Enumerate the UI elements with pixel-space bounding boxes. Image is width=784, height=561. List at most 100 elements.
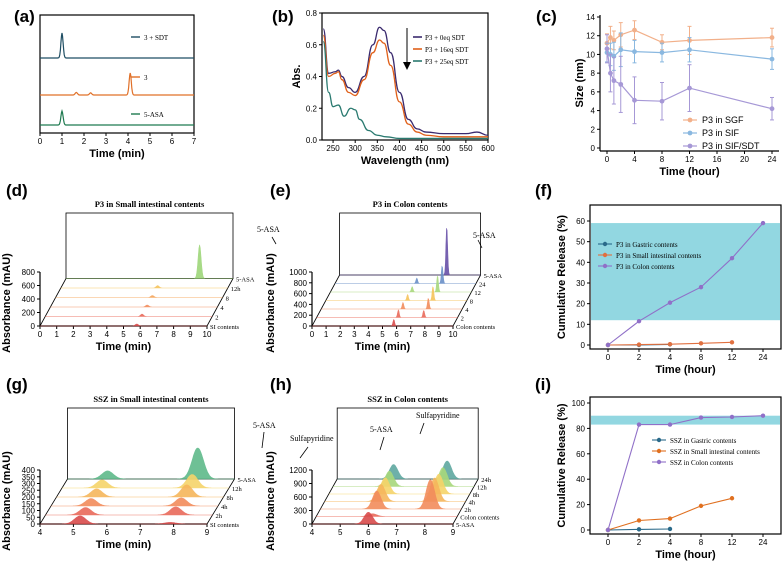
annotation-arrow	[261, 431, 265, 449]
y-tick-label: 20	[576, 300, 585, 309]
y-tick-label: 200	[294, 311, 308, 320]
x-tick-label: 24	[768, 155, 777, 164]
trace-label: 5-ASA	[238, 477, 257, 484]
x-tick-label: 6	[105, 528, 110, 537]
x-tick-label: 350	[371, 144, 385, 153]
panel-title: SSZ in Colon contents	[367, 394, 448, 404]
trace-label: 12h	[231, 286, 242, 293]
legend-label: P3 in SIF/SDT	[702, 141, 760, 151]
x-tick-label: 300	[349, 144, 363, 153]
data-point	[636, 342, 642, 347]
x-tick-label: 6	[366, 528, 371, 537]
y-tick-label: 200	[22, 493, 36, 502]
y-tick-label: 0	[303, 322, 308, 331]
x-tick-label: 7	[408, 330, 413, 339]
legend-marker	[602, 241, 608, 247]
data-point	[667, 300, 673, 305]
trace-label: SI contents	[210, 324, 240, 331]
x-tick-label: 5	[148, 137, 153, 146]
y-tick-label: 200	[22, 309, 36, 318]
x-tick-label: 7	[394, 528, 399, 537]
trace-3	[56, 484, 224, 498]
x-tick-label: 8	[423, 528, 428, 537]
annotation-label: 5-ASA	[253, 421, 276, 430]
x-tick-label: 1	[324, 330, 329, 339]
trace-5	[66, 244, 233, 279]
x-tick-label: 4	[38, 528, 43, 537]
x-tick-label: 500	[437, 144, 451, 153]
annotation-label: Sulfapyridine	[416, 411, 460, 420]
trace-label: Colon contents	[456, 324, 496, 331]
data-point	[605, 527, 611, 533]
trace-3	[325, 286, 467, 301]
legend-label: P3 in Small intestinal contents	[616, 252, 701, 260]
y-tick-label: 0	[581, 341, 586, 350]
x-tick-label: 250	[326, 144, 340, 153]
annotation-label: 5-ASA	[370, 425, 393, 434]
trace-1	[316, 309, 458, 318]
series-line	[607, 497, 733, 531]
data-point	[659, 50, 665, 55]
trace-6	[339, 228, 481, 276]
data-point	[687, 85, 692, 91]
data-point	[667, 422, 673, 427]
trace-label: 4h	[469, 500, 476, 507]
annotation-arrow	[379, 436, 385, 451]
x-axis-label: Time (min)	[89, 148, 145, 160]
y-tick-label: 30	[576, 279, 585, 288]
trace-label: 5-ASA	[484, 273, 503, 280]
y-tick-label: 0	[581, 526, 586, 535]
annotation-arrow	[299, 446, 309, 459]
y-tick-label: 60	[576, 450, 585, 459]
y-tick-label: 100	[572, 399, 586, 408]
legend-label: P3 + 25eq SDT	[425, 58, 469, 66]
data-point	[729, 256, 735, 261]
data-point	[618, 47, 624, 53]
y-tick-label: 80	[576, 424, 585, 433]
x-tick-label: 12	[685, 155, 694, 164]
x-tick-label: 5	[338, 528, 343, 537]
x-tick-label: 8	[699, 538, 704, 547]
highlight-band	[591, 223, 780, 321]
y-tick-label: 800	[22, 268, 36, 277]
trace-6	[337, 460, 479, 480]
trace-label: 24h	[481, 477, 492, 484]
legend-marker	[602, 252, 608, 258]
x-tick-label: 3	[104, 137, 109, 146]
data-point	[769, 35, 775, 40]
data-point	[698, 503, 704, 509]
data-point	[667, 516, 673, 521]
trace-4	[60, 285, 228, 289]
data-point	[760, 220, 766, 226]
x-tick-label: 6	[394, 330, 399, 339]
data-point	[667, 341, 673, 347]
panel-h: SSZ in Colon contents 4 5 6 7 8 9 0 300 600 900 120…	[265, 394, 500, 551]
trend-arrow-head	[403, 62, 411, 70]
trace-5	[335, 265, 476, 284]
data-point	[636, 518, 642, 523]
trace-0	[312, 511, 453, 525]
x-tick-label: 2	[82, 137, 87, 146]
trace-label: 4	[465, 307, 469, 314]
x-tick-label: 1	[54, 330, 59, 339]
x-tick-label: 6	[138, 330, 143, 339]
y-tick-label: 300	[22, 480, 36, 489]
legend-label: P3 in SGF	[702, 115, 744, 125]
x-tick-label: 10	[203, 330, 212, 339]
data-point	[687, 47, 692, 53]
data-point	[769, 106, 775, 112]
y-tick-label: 800	[294, 279, 308, 288]
data-point	[632, 27, 637, 33]
annotation-arrow	[271, 236, 277, 245]
y-tick-label: 900	[294, 480, 308, 489]
series-P3---25eq-SDT	[322, 40, 488, 140]
y-tick-label: 400	[294, 300, 308, 309]
panel-frame	[589, 396, 782, 535]
y-tick-label: 50	[26, 513, 35, 522]
y-tick-label: 10	[576, 320, 585, 329]
y-tick-label: 600	[294, 493, 308, 502]
y-tick-label: 2	[591, 125, 596, 134]
x-tick-label: 1	[60, 137, 65, 146]
